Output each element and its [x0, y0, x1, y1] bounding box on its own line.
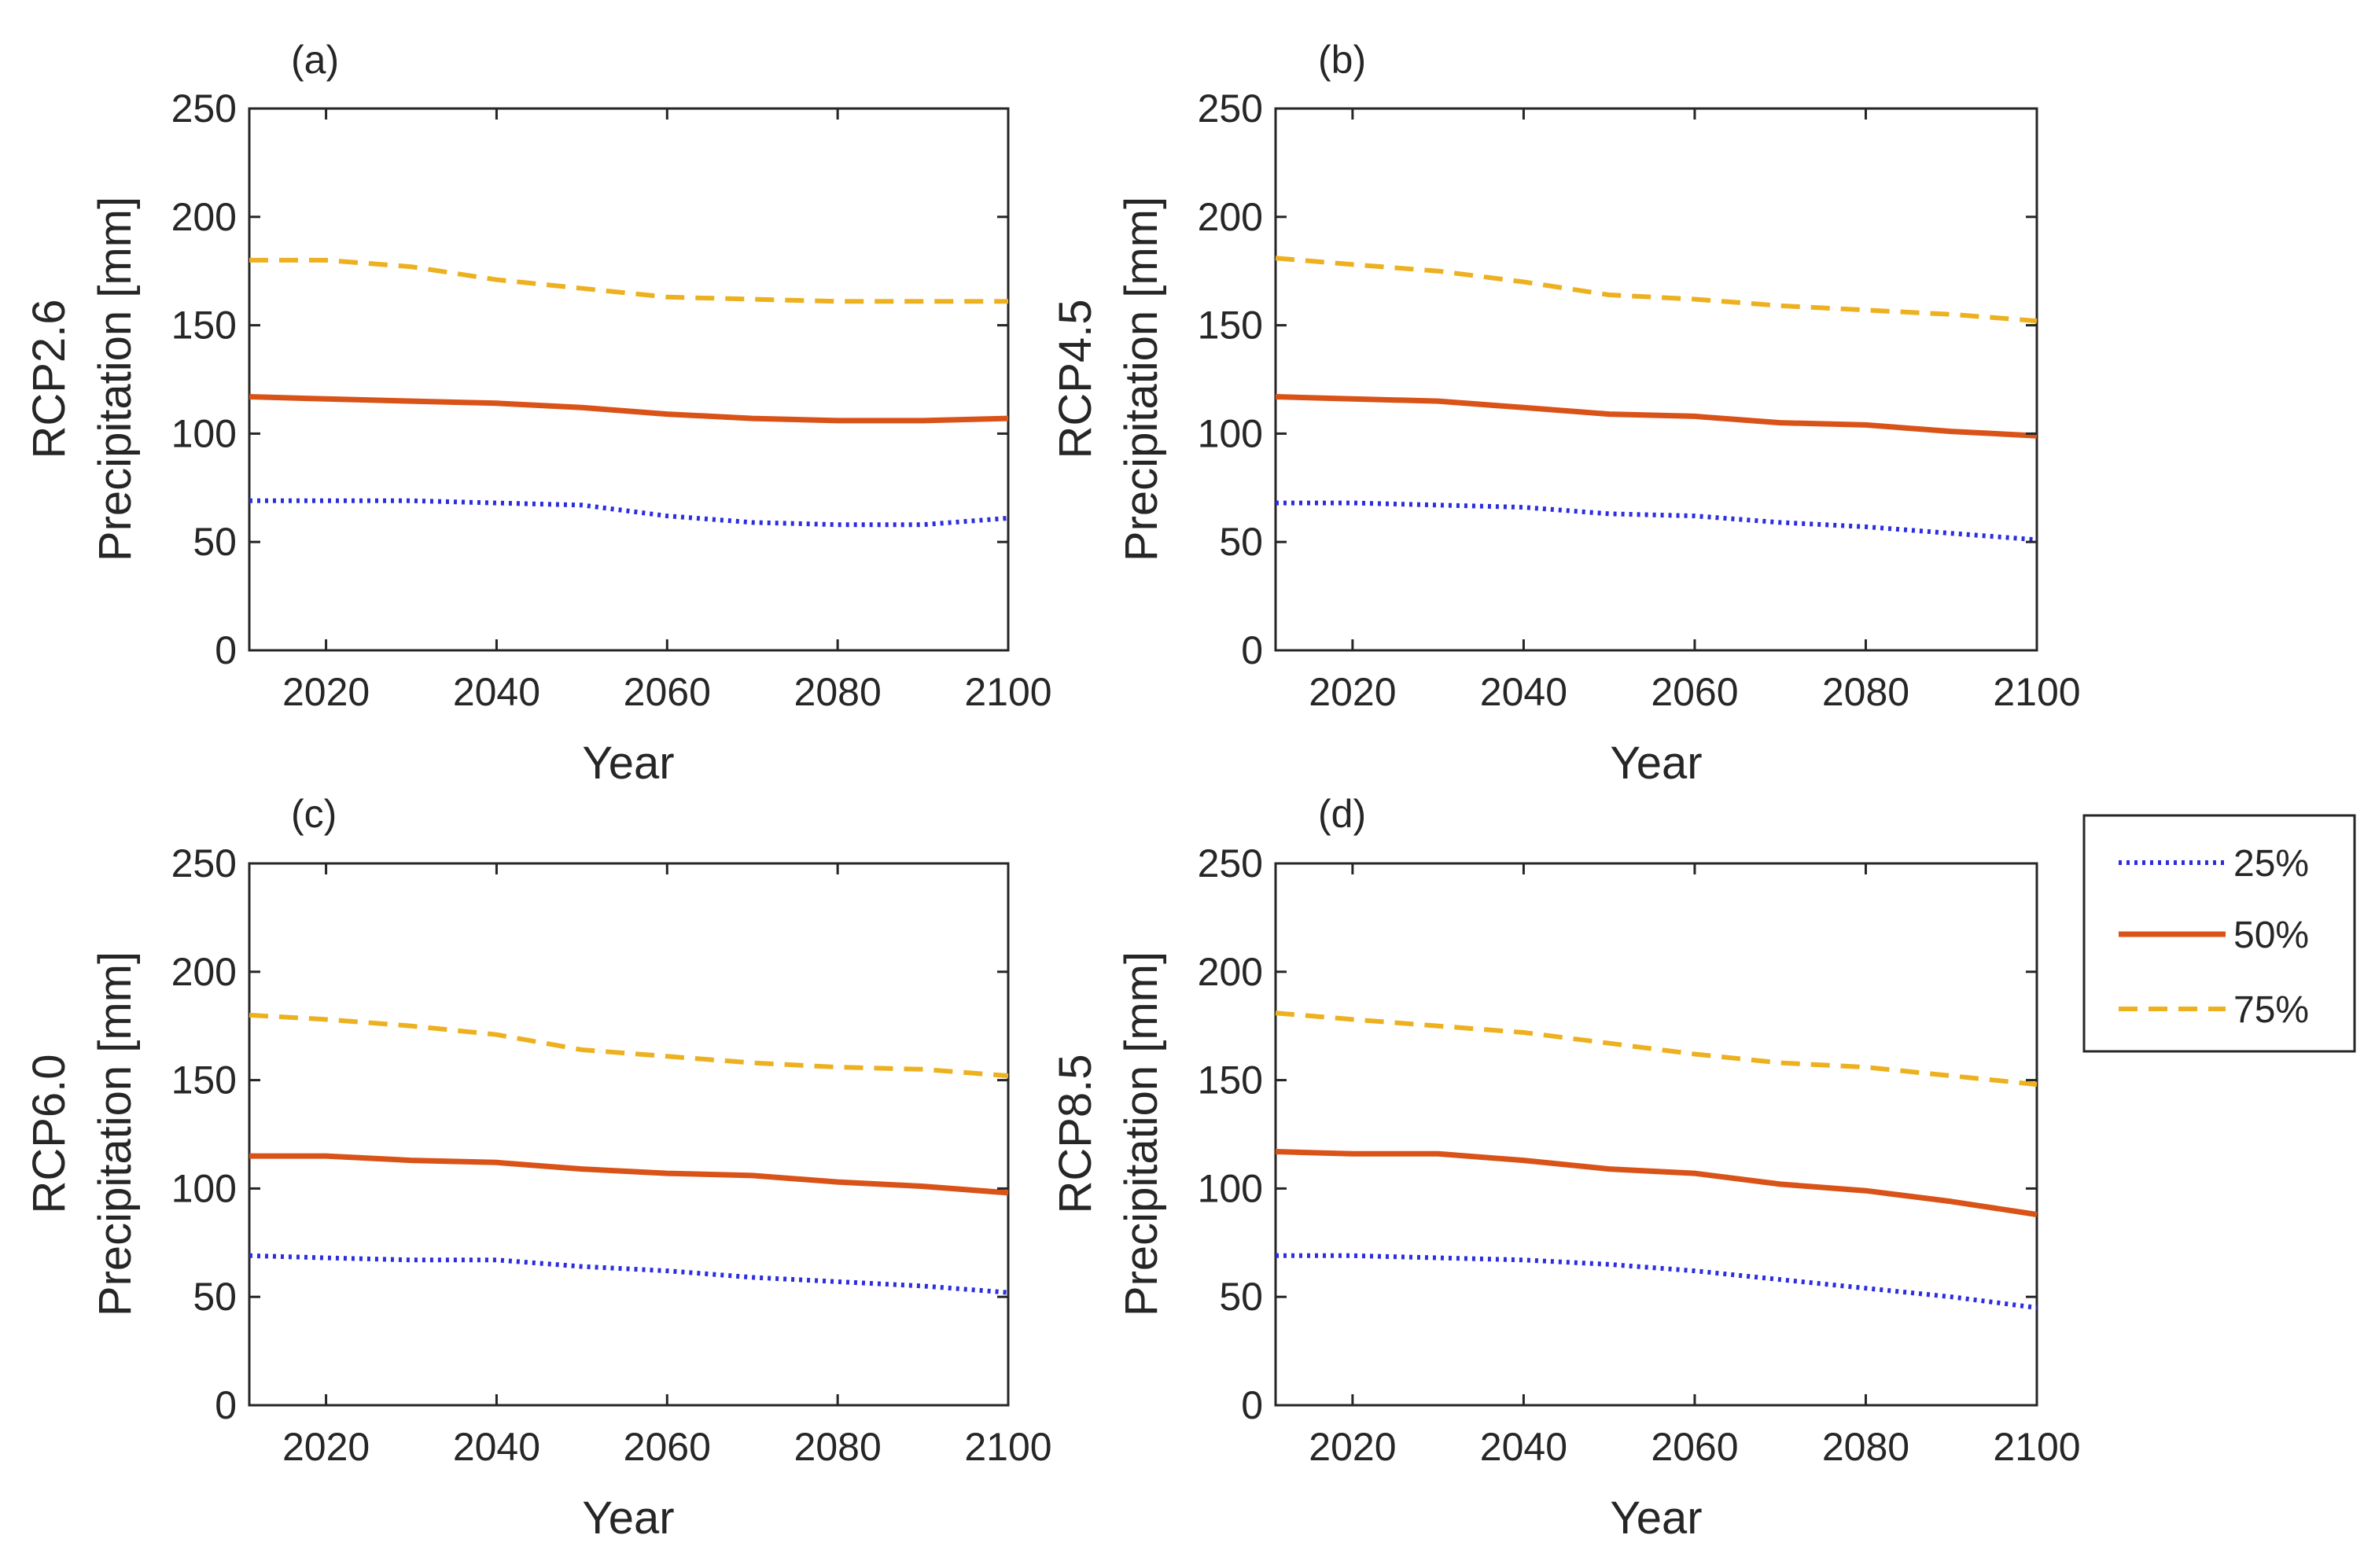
series-line-25pct — [249, 498, 1009, 528]
y-tick-label: 250 — [171, 86, 237, 131]
x-axis-label: Year — [582, 1493, 674, 1544]
x-tick-label: 2040 — [453, 1425, 540, 1469]
panel-tag: (a) — [291, 38, 339, 82]
x-tick-label: 2100 — [964, 670, 1051, 714]
x-axis-label: Year — [1610, 1493, 1702, 1544]
x-tick-label: 2060 — [1651, 670, 1738, 714]
y-tick-label: 100 — [171, 411, 237, 455]
series-line-50pct — [249, 394, 1009, 424]
series-line-50pct — [1275, 1149, 2038, 1217]
tick-layer: 0 50 100 150 200 250 2020 2040 2060 2080 2100 — [1198, 86, 2081, 714]
y-tick-label: 150 — [1198, 304, 1263, 348]
y-tick-label: 200 — [171, 950, 237, 994]
y-tick-label: 0 — [1241, 1383, 1263, 1427]
y-tick-label: 50 — [1219, 1275, 1263, 1319]
y-tick-label: 200 — [1198, 195, 1263, 239]
legend-label-50: 50% — [2233, 915, 2309, 956]
x-tick-label: 2020 — [1309, 1425, 1396, 1469]
panel-tag: (c) — [291, 792, 337, 836]
series-line-25pct — [1276, 500, 2038, 543]
series-layer — [249, 1012, 1009, 1295]
y-axis-label-quantity: Precipitation [mm] — [90, 951, 141, 1316]
x-tick-label: 2100 — [1993, 1425, 2080, 1469]
y-tick-label: 0 — [215, 628, 237, 672]
y-tick-label: 250 — [171, 841, 237, 885]
tick-layer: 0 50 100 150 200 250 2020 2040 2060 2080 2100 — [171, 86, 1052, 714]
x-tick-label: 2080 — [1822, 1425, 1909, 1469]
y-tick-label: 200 — [1198, 950, 1263, 994]
axes-frame — [248, 862, 1010, 1407]
y-axis-label-scenario: RCP6.0 — [24, 1054, 75, 1213]
panel-tag: (b) — [1318, 38, 1366, 82]
y-axis-label-scenario: RCP8.5 — [1050, 1054, 1101, 1213]
tick-layer: 0 50 100 150 200 250 2020 2040 2060 2080 2100 — [1198, 841, 2081, 1469]
x-tick-label: 2080 — [794, 1425, 882, 1469]
x-tick-label: 2040 — [1480, 1425, 1567, 1469]
y-tick-label: 0 — [1241, 628, 1263, 672]
series-line-75pct — [1275, 1010, 2038, 1088]
y-tick-label: 100 — [1198, 1166, 1263, 1210]
y-tick-label: 0 — [215, 1383, 237, 1427]
x-axis-label: Year — [1610, 738, 1702, 789]
x-tick-label: 2060 — [624, 670, 711, 714]
y-axis-label-quantity: Precipitation [mm] — [1116, 951, 1167, 1316]
series-line-25pct — [249, 1253, 1009, 1295]
axes-frame — [1274, 862, 2038, 1407]
x-tick-label: 2020 — [1309, 670, 1396, 714]
series-line-75pct — [249, 1012, 1009, 1079]
axes-frame — [1274, 107, 2038, 652]
series-line-50pct — [249, 1153, 1009, 1196]
series-line-50pct — [1275, 394, 2038, 439]
y-tick-label: 200 — [171, 195, 237, 239]
x-tick-label: 2080 — [1822, 670, 1909, 714]
y-axis-label-scenario: RCP4.5 — [1050, 299, 1101, 458]
panel-tag: (d) — [1318, 792, 1366, 836]
x-axis-label: Year — [582, 738, 674, 789]
y-axis-label-quantity: Precipitation [mm] — [1116, 197, 1167, 561]
y-tick-label: 50 — [193, 1275, 237, 1319]
legend: 25% 50% 75% — [2082, 814, 2356, 1053]
series-layer — [1275, 1010, 2038, 1310]
x-tick-label: 2020 — [282, 670, 370, 714]
x-tick-label: 2100 — [964, 1425, 1051, 1469]
series-layer — [249, 257, 1009, 528]
y-tick-label: 250 — [1198, 86, 1263, 131]
series-line-25pct — [1276, 1253, 2038, 1310]
y-tick-label: 50 — [193, 520, 237, 564]
series-line-75pct — [249, 257, 1008, 304]
series-line-75pct — [1275, 256, 2038, 324]
y-tick-label: 250 — [1198, 841, 1263, 885]
x-tick-label: 2100 — [1993, 670, 2080, 714]
series-layer — [1275, 256, 2038, 543]
x-tick-label: 2060 — [1651, 1425, 1738, 1469]
legend-label-25: 25% — [2233, 843, 2309, 885]
x-tick-label: 2020 — [282, 1425, 370, 1469]
y-tick-label: 100 — [1198, 411, 1263, 455]
y-tick-label: 50 — [1219, 520, 1263, 564]
y-axis-label-scenario: RCP2.6 — [24, 299, 75, 458]
x-tick-label: 2040 — [453, 670, 540, 714]
y-axis-label-quantity: Precipitation [mm] — [90, 197, 141, 561]
y-tick-label: 100 — [171, 1166, 237, 1210]
y-tick-label: 150 — [171, 304, 237, 348]
x-tick-label: 2040 — [1480, 670, 1567, 714]
legend-label-75: 75% — [2233, 989, 2309, 1031]
x-tick-label: 2080 — [794, 670, 882, 714]
axes-frame — [248, 107, 1010, 652]
tick-layer: 0 50 100 150 200 250 2020 2040 2060 2080 2100 — [171, 841, 1052, 1469]
y-tick-label: 150 — [1198, 1058, 1263, 1102]
x-tick-label: 2060 — [624, 1425, 711, 1469]
y-tick-label: 150 — [171, 1058, 237, 1102]
